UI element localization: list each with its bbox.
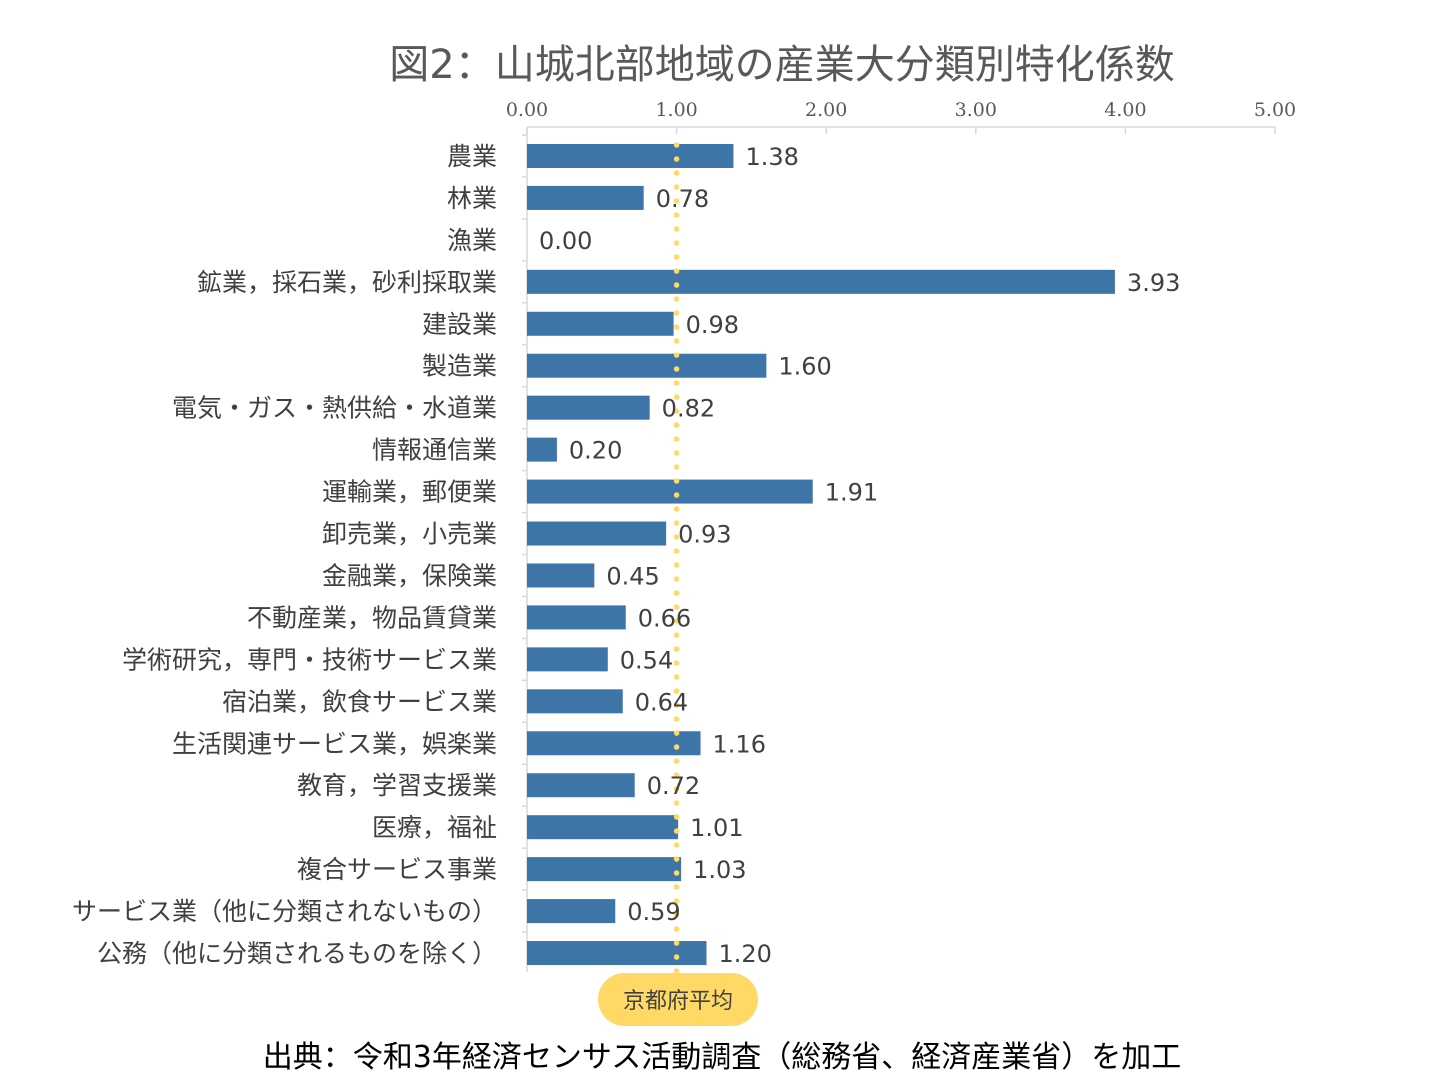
category-label: 卸売業，小売業	[322, 520, 497, 549]
bar	[527, 395, 650, 420]
category-label: 建設業	[422, 310, 497, 339]
category-label: 公務（他に分類されるものを除く）	[97, 939, 497, 968]
bar	[527, 647, 608, 672]
bars	[527, 143, 1115, 966]
category-label: 教育，学習支援業	[297, 771, 497, 800]
bar	[527, 437, 557, 462]
category-label: 医療，福祉	[372, 813, 497, 842]
bar	[527, 479, 813, 504]
reference-badge-shape	[598, 973, 758, 1026]
bar	[527, 773, 635, 798]
category-label: 複合サービス事業	[297, 855, 497, 884]
bar	[527, 353, 767, 378]
bar	[527, 521, 667, 546]
bar	[527, 857, 682, 882]
category-label: 不動産業，物品賃貸業	[247, 603, 497, 632]
category-label: 鉱業，採石業，砂利採取業	[197, 268, 497, 297]
data-label: 0.82	[662, 395, 715, 423]
bar	[527, 143, 734, 168]
category-label: 林業	[447, 184, 497, 213]
data-label: 0.54	[620, 646, 673, 674]
x-tick-label: 2.00	[805, 99, 847, 121]
x-axis: 0.00 1.00 2.00 3.00 4.00 5.00	[506, 99, 1296, 972]
category-label: 情報通信業	[372, 436, 497, 465]
source-note: 出典：令和3年経済センサス活動調査（総務省、経済産業省）を加工	[263, 1040, 1182, 1075]
category-label: 運輸業，郵便業	[322, 478, 497, 507]
data-label: 1.01	[690, 814, 743, 842]
x-tick-label: 3.00	[955, 99, 997, 121]
category-label: 電気・ガス・熱供給・水道業	[172, 394, 497, 423]
category-label: 生活関連サービス業，娯楽業	[172, 729, 497, 758]
bar	[527, 899, 616, 924]
x-tick-label: 1.00	[655, 99, 697, 121]
data-label: 0.64	[635, 688, 688, 716]
bar	[527, 269, 1115, 294]
category-label: 金融業，保険業	[322, 561, 497, 590]
bar	[527, 689, 623, 714]
bar	[527, 731, 701, 756]
data-label: 1.16	[713, 730, 766, 758]
category-label: サービス業（他に分類されないもの）	[72, 897, 497, 926]
data-label: 1.91	[825, 479, 878, 507]
data-label: 1.60	[778, 353, 831, 381]
data-label: 1.03	[693, 856, 746, 884]
data-label: 0.66	[638, 604, 691, 632]
bar	[527, 605, 626, 630]
x-tick-label: 0.00	[506, 99, 548, 121]
category-label: 農業	[447, 142, 497, 171]
x-tick-label: 5.00	[1254, 99, 1296, 121]
category-label: 漁業	[447, 226, 497, 255]
data-label: 1.38	[745, 143, 798, 171]
value-labels: 1.38 0.78 0.00 3.93 0.98 1.60 0.82 0.20 1.91 0.93…	[539, 143, 1180, 968]
chart-title: 図2：山城北部地域の産業大分類別特化係数	[389, 42, 1174, 88]
data-label: 0.93	[678, 521, 731, 549]
x-tick-label: 4.00	[1104, 99, 1146, 121]
bar	[527, 563, 595, 588]
bar	[527, 941, 707, 966]
category-label: 製造業	[422, 352, 497, 381]
bar	[527, 311, 674, 336]
data-label: 0.45	[606, 562, 659, 590]
reference-line-label: 京都府平均	[623, 989, 733, 1014]
data-label: 0.00	[539, 227, 592, 255]
bar	[527, 815, 679, 840]
data-label: 0.59	[627, 898, 680, 926]
data-label: 0.20	[569, 437, 622, 465]
category-labels: 農業林業漁業鉱業，採石業，砂利採取業建設業製造業電気・ガス・熱供給・水道業情報通…	[72, 134, 527, 968]
bar	[527, 185, 644, 210]
category-label: 学術研究，専門・技術サービス業	[122, 645, 497, 674]
data-label: 1.20	[719, 940, 772, 968]
reference-badge: 京都府平均	[598, 973, 758, 1026]
data-label: 0.98	[686, 311, 739, 339]
data-label: 0.72	[647, 772, 700, 800]
category-label: 宿泊業，飲食サービス業	[222, 687, 497, 716]
data-label: 3.93	[1127, 269, 1180, 297]
data-label: 0.78	[656, 185, 709, 213]
